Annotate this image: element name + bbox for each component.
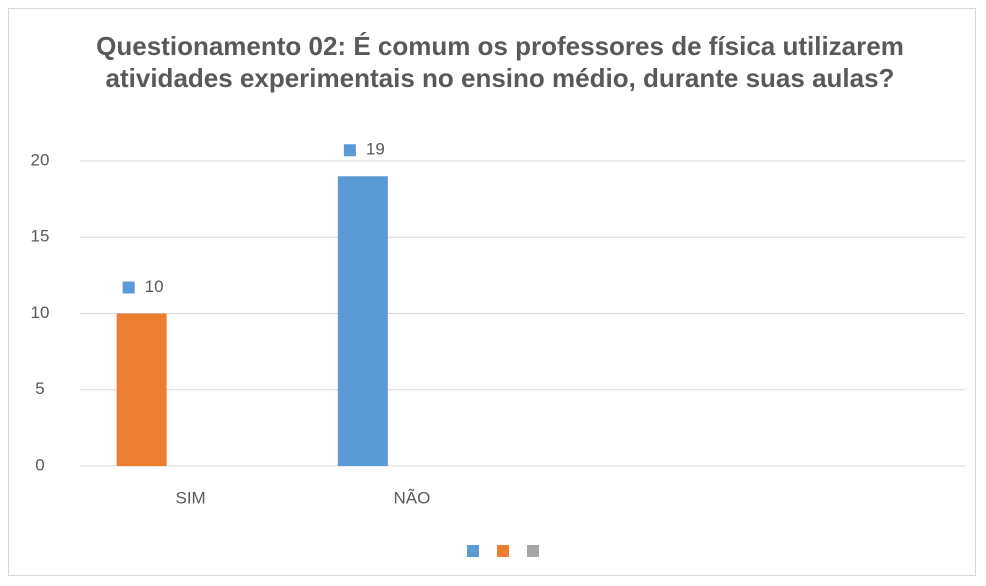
y-tick-label: 20 [31, 150, 50, 169]
value-label-marker [343, 144, 356, 157]
x-tick-label: SIM [176, 488, 206, 507]
legend-marker [467, 545, 479, 557]
y-tick-label: 5 [35, 379, 44, 398]
bar [337, 176, 388, 466]
bar [116, 313, 167, 466]
value-label: 19 [366, 140, 385, 159]
y-tick-label: 10 [31, 303, 50, 322]
legend-marker [527, 545, 539, 557]
y-tick-label: 15 [31, 227, 50, 246]
chart-frame [8, 8, 976, 576]
value-label: 10 [145, 277, 164, 296]
chart-title: Questionamento 02: É comum os professore… [96, 31, 904, 93]
y-tick-label: 0 [35, 455, 44, 474]
legend-marker [497, 545, 509, 557]
x-tick-label: NÃO [393, 488, 430, 507]
value-label-marker [122, 281, 135, 294]
